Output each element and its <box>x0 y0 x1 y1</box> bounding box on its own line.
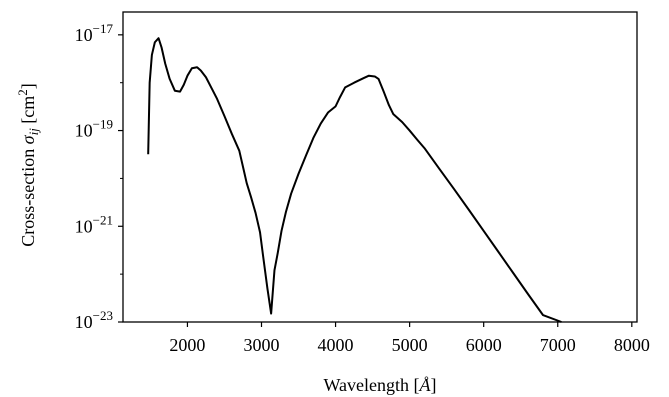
series-line-0 <box>147 37 562 323</box>
x-tick-label: 5000 <box>392 335 428 355</box>
y-tick-label: 10−21 <box>75 212 113 236</box>
axes-frame <box>122 11 638 323</box>
x-axis-label: Wavelength [Å] <box>323 375 436 395</box>
ticks-layer: 2000 3000 4000 5000 6000 7000 8000 10−23 10−21 10… <box>75 21 650 355</box>
y-tick-label: 10−23 <box>75 308 113 332</box>
y-tick-label: 10−17 <box>75 21 114 45</box>
y-tick-label: 10−19 <box>75 117 113 141</box>
x-tick-label: 4000 <box>318 335 354 355</box>
x-tick-label: 3000 <box>243 335 279 355</box>
plot-layer <box>147 37 562 323</box>
y-axis-label: Cross-section σij [cm2] <box>15 83 41 247</box>
x-tick-label: 6000 <box>466 335 502 355</box>
x-tick-label: 8000 <box>614 335 650 355</box>
x-tick-label: 7000 <box>540 335 576 355</box>
x-tick-label: 2000 <box>169 335 205 355</box>
